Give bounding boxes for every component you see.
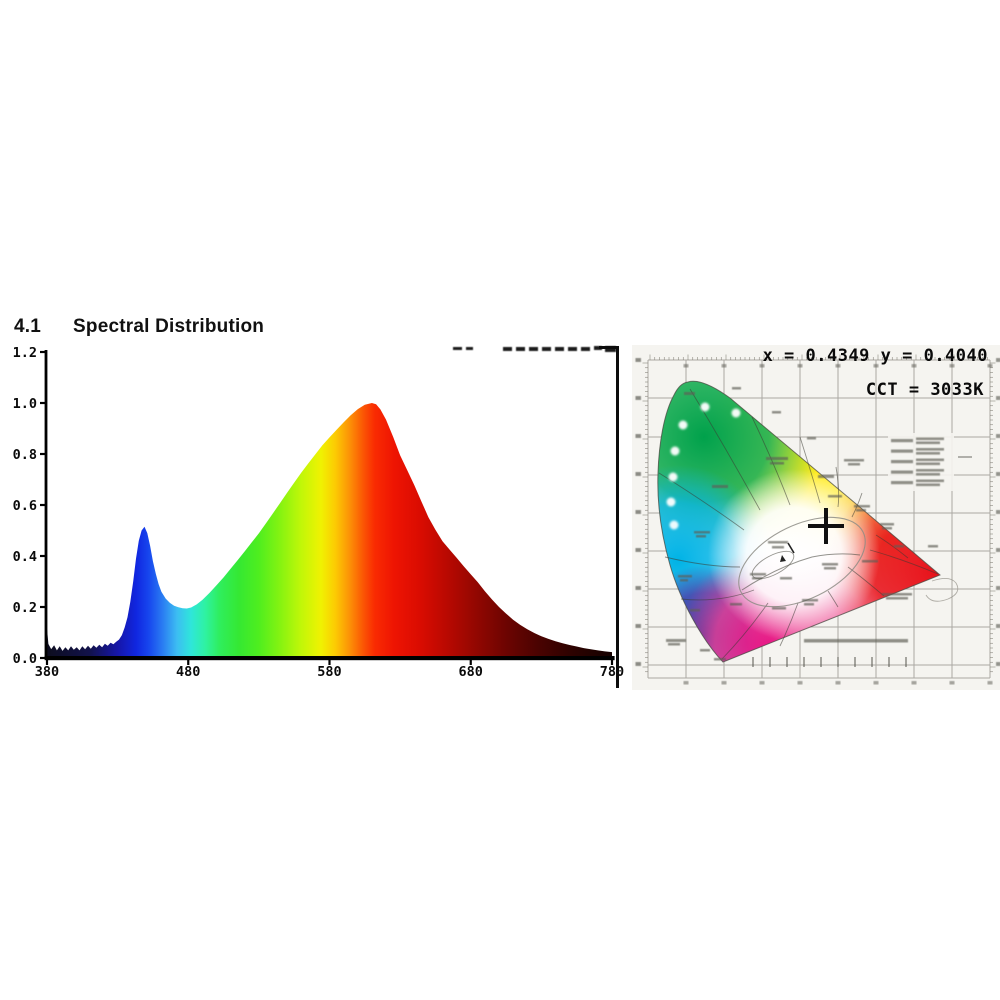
- chromaticity-point-marker: [808, 508, 844, 544]
- spectral-locus-outline: [657, 380, 941, 663]
- x-axis-tick-label: 480: [176, 664, 200, 680]
- chromaticity-coordinates-label: x = 0.4349 y = 0.4040: [763, 346, 988, 366]
- color-temperature-scale: [752, 657, 907, 667]
- scan-border-serif: [599, 346, 617, 349]
- y-axis-tick-label: 0.4: [13, 549, 37, 565]
- spectral-axes: 0.0 0.2 0.4 0.6 0.8 1.0 1.2 380 480 580 680 780: [13, 345, 625, 680]
- cie-axis-numbers: [635, 358, 1000, 685]
- region-label-smudges: [666, 387, 938, 661]
- x-axis-tick-label: 680: [459, 664, 483, 680]
- cie-axis-rulers: [642, 354, 996, 673]
- y-axis-tick-label: 0.6: [13, 498, 37, 514]
- cie-chromaticity-diagram: x = 0.4349 y = 0.4040 CCT = 3033K: [632, 345, 1000, 690]
- section-title: Spectral Distribution: [73, 316, 265, 337]
- y-axis-tick-label: 0.2: [13, 600, 37, 616]
- x-axis-tick-label: 380: [35, 664, 59, 680]
- x-axis-tick-label: 580: [317, 664, 341, 680]
- y-axis-tick-label: 0.0: [13, 651, 37, 667]
- color-region-boundaries: [658, 388, 939, 660]
- x-axis-tick-label: 780: [600, 664, 624, 680]
- spectral-distribution-chart: 0.0 0.2 0.4 0.6 0.8 1.0 1.2 380 480 580 680 780: [13, 345, 625, 680]
- locus-marker-dots: [666, 402, 741, 530]
- section-number: 4.1: [14, 316, 42, 337]
- y-axis-tick-label: 1.2: [13, 345, 37, 361]
- cct-label: CCT = 3033K: [866, 380, 984, 400]
- source-legend: [888, 433, 972, 491]
- annotation-loop: [925, 578, 959, 602]
- y-axis-tick-label: 0.8: [13, 447, 37, 463]
- y-axis-tick-label: 1.0: [13, 396, 37, 412]
- spectral-curve-area: [47, 403, 612, 658]
- section-heading: 4.1 Spectral Distribution: [14, 316, 264, 338]
- chart-separator-line: [616, 346, 619, 688]
